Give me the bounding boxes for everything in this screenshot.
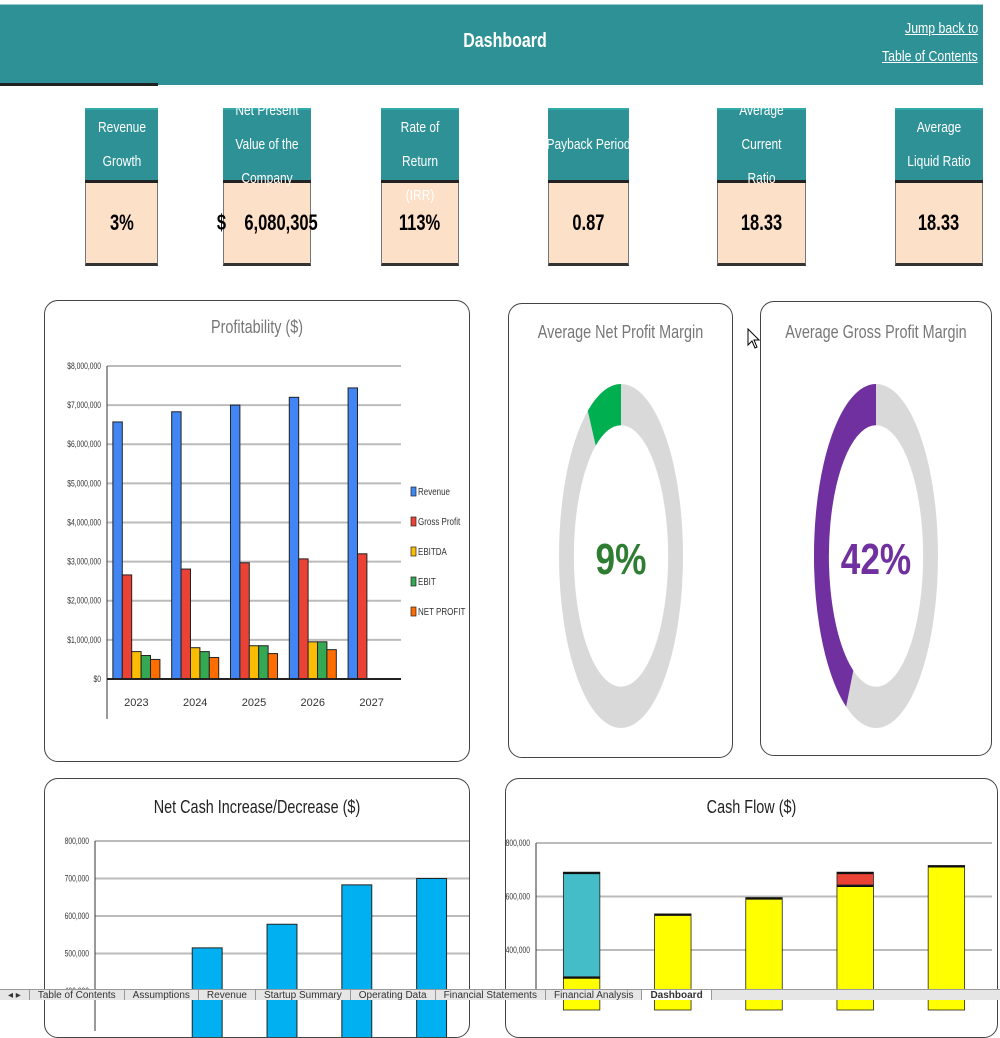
sheet-tab[interactable]: Assumptions xyxy=(125,990,199,1000)
legend-swatch xyxy=(411,547,416,556)
sheet-tab[interactable]: Startup Summary xyxy=(256,990,351,1000)
kpi-value: 18.33 xyxy=(918,210,959,236)
bar xyxy=(289,397,298,679)
bar xyxy=(563,872,599,977)
y-tick-label: $1,000,000 xyxy=(67,635,101,645)
kpi-npv: Net Present Value of the Company$ 6,080,… xyxy=(223,108,311,266)
kpi-label: Payback Period xyxy=(546,128,630,162)
legend-label: NET PROFIT xyxy=(418,606,466,617)
kpi-liquid-ratio: Average Liquid Ratio 18.33 xyxy=(895,108,983,266)
bar xyxy=(268,654,277,679)
legend-swatch xyxy=(411,577,416,586)
legend-label: Revenue xyxy=(418,486,450,497)
legend-swatch xyxy=(411,607,416,616)
bar xyxy=(151,659,160,679)
bar xyxy=(200,652,209,679)
legend-swatch xyxy=(411,517,416,526)
kpi-label: Net Present Value of the Company xyxy=(232,94,302,196)
net-profit-margin-chart[interactable]: Average Net Profit Margin 9% xyxy=(508,303,733,758)
bar xyxy=(113,422,122,679)
legend-label: Gross Profit xyxy=(418,516,461,527)
x-tick-label: 2025 xyxy=(242,697,266,709)
kpi-value: 113% xyxy=(399,210,440,236)
gross-margin-donut: 42% xyxy=(761,302,992,756)
bar xyxy=(172,412,181,679)
y-tick-label: 600,000 xyxy=(506,892,530,902)
kpi-label: Average Current Ratio xyxy=(726,94,797,196)
kpi-payback: Payback Period 0.87 xyxy=(548,108,629,266)
bar xyxy=(209,657,218,679)
legend-label: EBIT xyxy=(418,576,436,587)
donut-label: 9% xyxy=(596,535,647,584)
bar xyxy=(230,405,239,679)
kpi-value: 3% xyxy=(110,210,134,236)
bar xyxy=(318,642,327,679)
x-tick-label: 2024 xyxy=(183,697,207,709)
y-tick-label: $4,000,000 xyxy=(67,518,101,528)
bar xyxy=(342,885,372,1038)
bar xyxy=(299,559,308,679)
bar xyxy=(259,646,268,679)
kpi-value: 18.33 xyxy=(741,210,782,236)
kpi-revenue-growth: Revenue Growth 3% xyxy=(85,108,158,266)
y-tick-label: $3,000,000 xyxy=(67,557,101,567)
jump-to-toc-link[interactable]: Jump back to xyxy=(905,20,978,37)
gross-profit-margin-chart[interactable]: Average Gross Profit Margin 42% xyxy=(760,301,992,756)
page-title: Dashboard xyxy=(101,30,909,53)
y-tick-label: $7,000,000 xyxy=(67,400,101,410)
donut-value-arc xyxy=(592,405,621,429)
x-tick-label: 2023 xyxy=(124,697,148,709)
sheet-tab[interactable]: Financial Analysis xyxy=(546,990,642,1000)
kpi-irr: Internal Rate of Return (IRR)113% xyxy=(381,108,459,266)
bar xyxy=(327,650,336,679)
x-tick-label: 2027 xyxy=(359,697,383,709)
kpi-value: $ 6,080,305 xyxy=(217,210,318,236)
mouse-cursor-icon xyxy=(747,328,761,350)
bar xyxy=(357,554,366,679)
y-tick-label: 700,000 xyxy=(65,874,90,884)
y-tick-label: 600,000 xyxy=(65,911,90,921)
y-tick-label: $8,000,000 xyxy=(67,361,101,371)
sheet-tab[interactable]: Dashboard xyxy=(642,990,711,1000)
profitability-svg: $0 $1,000,000 $2,000,000 $3,000,000 $4,000,0… xyxy=(45,301,470,762)
y-tick-label: 500,000 xyxy=(65,949,90,959)
legend-swatch xyxy=(411,487,416,496)
y-tick-label: $6,000,000 xyxy=(67,439,101,449)
bar xyxy=(181,569,190,679)
donut-label: 42% xyxy=(841,535,911,584)
sheet-tab[interactable]: Financial Statements xyxy=(436,990,546,1000)
profitability-chart[interactable]: Profitability ($) $0$1,000,000$2,000,000… xyxy=(44,300,470,762)
y-tick-label: 800,000 xyxy=(506,838,530,848)
bar xyxy=(308,642,317,679)
bar xyxy=(132,652,141,679)
y-tick-label: $0 xyxy=(93,674,101,684)
y-tick-label: 400,000 xyxy=(506,945,530,955)
sheet-tab[interactable]: Operating Data xyxy=(351,990,436,1000)
jump-to-toc-link-2[interactable]: Table of Contents xyxy=(882,48,978,65)
bar xyxy=(141,656,150,679)
y-tick-label: 800,000 xyxy=(65,836,90,846)
kpi-label: Internal Rate of Return (IRR) xyxy=(389,77,451,213)
bar xyxy=(348,388,357,679)
bar xyxy=(249,646,258,679)
bar xyxy=(190,648,199,679)
sheet-tab[interactable]: Revenue xyxy=(199,990,256,1000)
y-tick-label: $2,000,000 xyxy=(67,596,101,606)
divider xyxy=(0,83,158,86)
tab-nav[interactable]: ◂ ▸ xyxy=(0,990,30,1000)
bar xyxy=(122,575,131,679)
y-tick-label: $5,000,000 xyxy=(67,478,101,488)
kpi-label: Average Liquid Ratio xyxy=(904,111,974,179)
x-tick-label: 2026 xyxy=(301,697,325,709)
bar xyxy=(240,563,249,679)
bar xyxy=(267,924,297,1038)
net-margin-donut: 9% xyxy=(509,304,733,758)
legend-label: EBITDA xyxy=(418,546,448,557)
kpi-value: 0.87 xyxy=(572,210,604,236)
sheet-tab[interactable]: Table of Contents xyxy=(30,990,125,1000)
bar xyxy=(417,879,447,1038)
kpi-label: Revenue Growth xyxy=(94,111,150,179)
